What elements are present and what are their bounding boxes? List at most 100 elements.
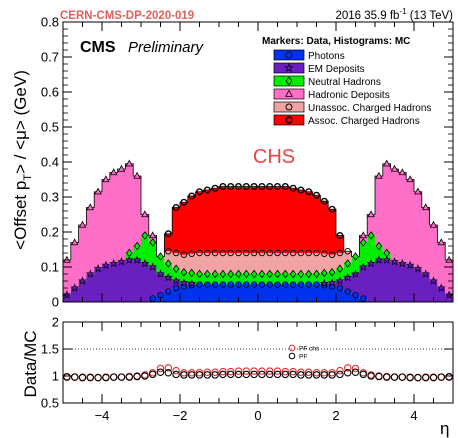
data-point [351,269,360,278]
document-tag: CERN-CMS-DP-2020-019 [60,10,194,22]
data-point [180,267,188,277]
data-point [274,182,282,190]
ratio-point [211,368,219,376]
ratio-point [421,373,430,382]
data-point [235,281,242,288]
data-point [359,231,368,239]
data-point [352,291,359,299]
ratio-point [336,366,344,375]
data-point [117,164,126,172]
ratio-point [351,368,360,376]
ratio-point [367,372,375,380]
data-point [211,269,219,279]
data-point [243,249,250,257]
ratio-point [172,370,180,379]
data-point [203,186,211,194]
data-point [305,269,313,279]
data-point [148,231,157,239]
legend-marker [285,89,293,97]
data-point [235,249,242,257]
y-tick-label: 0.6 [41,85,59,100]
ratio-point [242,367,251,375]
data-point [141,231,149,240]
data-point [258,182,266,190]
data-point [382,255,392,264]
data-point [305,249,312,257]
ratio-point [94,373,102,382]
data-point [219,269,227,279]
x-tick-label: −4 [95,408,110,423]
data-point [148,262,158,271]
data-point [124,255,134,264]
ratio-point [211,371,219,379]
ratio-point [258,370,266,379]
data-point [382,159,391,167]
data-point [336,264,344,274]
hist-band-assoc-charged-hadrons [63,163,453,260]
ratio-legend-label: PF [299,354,307,361]
x-tick-label: 4 [410,408,417,423]
data-point [165,288,172,295]
ratio-legend-marker [288,352,296,360]
data-point [211,281,219,288]
preliminary-label: Preliminary [128,39,205,56]
data-point [429,276,438,285]
data-point [344,259,352,268]
ratio-point [258,367,266,375]
ratio-legend-label: PF chs [299,346,320,353]
ratio-point [304,368,313,376]
ratio-point [281,370,290,379]
legend-label: Unassoc. Charged Hadrons [308,103,431,114]
data-point [336,284,344,292]
legend-label: Hadronic Deposits [308,90,390,101]
data-point [234,182,242,190]
y-tick-label: 0.8 [41,15,59,30]
ratio-markers [63,364,453,382]
data-point [327,278,337,287]
x-axis-label: η [440,419,449,438]
ratio-point [156,368,165,376]
ratio-point [203,368,212,376]
ratio-point [382,373,391,381]
ratio-point [273,370,282,379]
data-point [94,187,102,195]
hist-band-neutral-hadrons [63,235,453,295]
legend-label: Neutral Hadrons [308,77,381,88]
data-point [266,269,274,279]
data-point [133,171,141,179]
ratio-point [226,370,235,379]
ratio-point [203,371,212,379]
ratio-point [289,370,297,379]
data-markers [62,159,454,302]
x-tick-label: 0 [254,408,261,423]
data-point [219,249,227,257]
ratio-point [117,373,126,381]
ratio-point [351,364,360,373]
data-point [219,281,227,288]
data-point [196,249,203,257]
data-point [117,257,126,266]
data-point [437,238,446,246]
luminosity-label: 2016 35.9 fb-1 (13 TeV) [335,7,453,22]
data-point [397,258,407,268]
ratio-point [195,369,204,377]
data-point [165,247,172,255]
main-y-ticks: 0 0.1 0.2 0.3 0.4 0.5 0.6 0.7 0.8 [41,15,453,310]
ratio-point [429,373,438,382]
data-point [172,284,180,292]
data-point [243,281,250,288]
ratio-point [102,373,110,382]
data-point [258,249,266,257]
ratio-y-tick-label: 1.5 [41,342,59,357]
legend: Markers: Data, Histograms: MC Photons EM … [262,36,431,127]
ratio-point [242,370,251,379]
legend-marker [284,63,294,72]
y-tick-label: 0.2 [41,225,59,240]
ratio-point [297,371,305,379]
data-point [156,269,165,278]
data-point [227,249,234,257]
data-point [282,249,289,257]
data-point [375,171,383,179]
data-point [289,184,297,192]
ratio-point [141,372,149,380]
